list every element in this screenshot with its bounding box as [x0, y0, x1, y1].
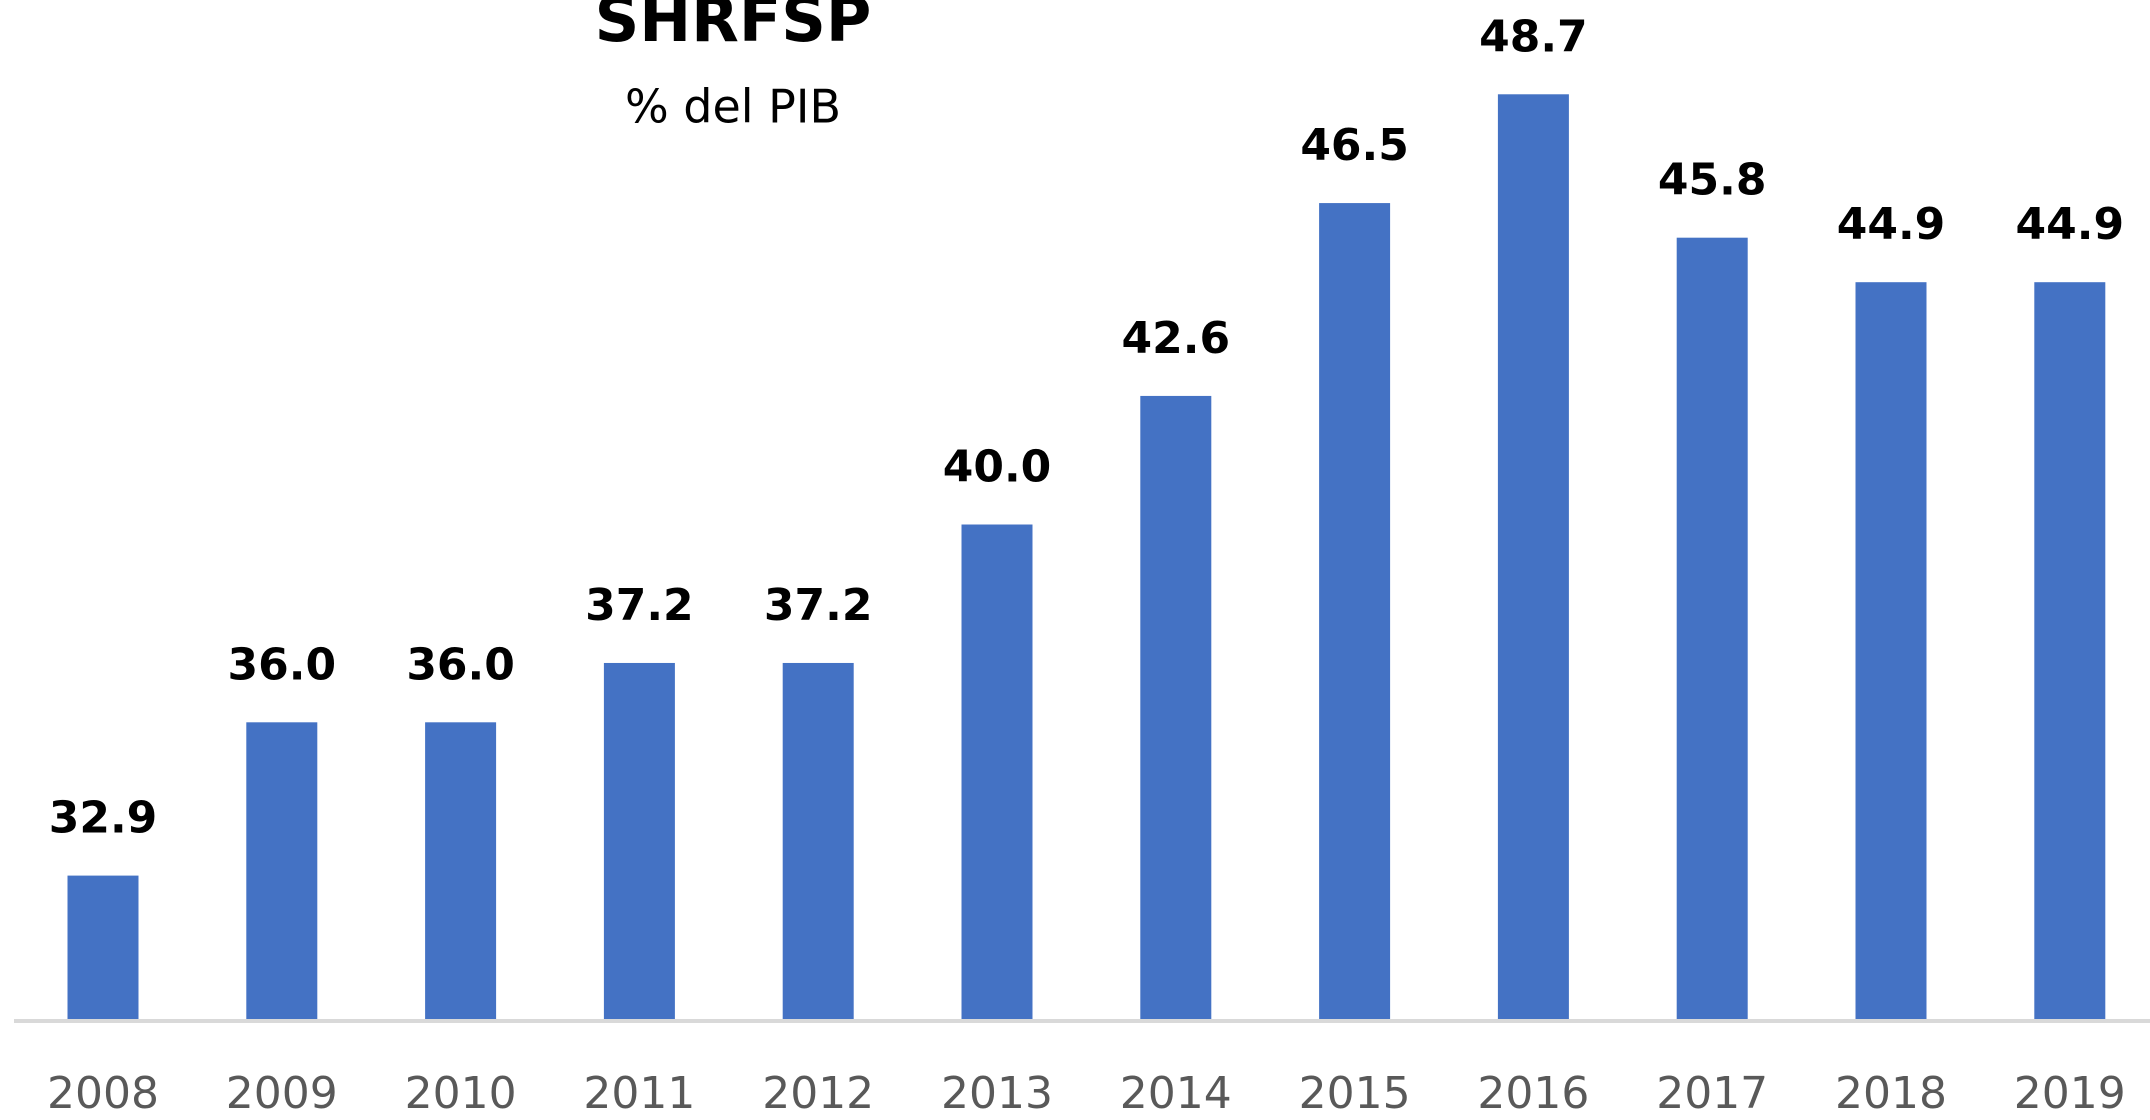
bar	[1497, 94, 1569, 1019]
x-tick-label: 2008	[47, 1068, 159, 1119]
bar	[1319, 203, 1391, 1019]
chart-subtitle: % del PIB	[625, 80, 841, 134]
bar	[2034, 282, 2106, 1019]
value-label: 44.9	[2016, 199, 2125, 250]
x-tick-label: 2010	[405, 1068, 517, 1119]
bar	[1140, 395, 1212, 1019]
bar	[603, 662, 675, 1019]
bar	[1676, 237, 1748, 1019]
bar	[961, 524, 1033, 1019]
x-tick-label: 2018	[1835, 1068, 1947, 1119]
chart-title: SHRFSP	[595, 0, 872, 56]
value-label: 44.9	[1837, 199, 1946, 250]
value-label: 36.0	[406, 639, 515, 690]
bar	[1855, 282, 1927, 1019]
value-label: 40.0	[943, 442, 1052, 493]
x-tick-label: 2012	[762, 1068, 874, 1119]
x-tick-label: 2017	[1656, 1068, 1768, 1119]
bar	[67, 875, 139, 1019]
x-tick-label: 2015	[1299, 1068, 1411, 1119]
value-label: 32.9	[49, 793, 158, 844]
x-tick-label: 2016	[1477, 1068, 1589, 1119]
x-tick-label: 2013	[941, 1068, 1053, 1119]
value-label: 46.5	[1300, 120, 1409, 171]
bar	[782, 662, 854, 1019]
x-tick-label: 2019	[2014, 1068, 2126, 1119]
x-tick-label: 2009	[226, 1068, 338, 1119]
value-label: 37.2	[764, 580, 873, 631]
value-label: 37.2	[585, 580, 694, 631]
value-label: 42.6	[1122, 313, 1231, 364]
x-tick-label: 2011	[583, 1068, 695, 1119]
value-label: 48.7	[1479, 11, 1588, 62]
value-label: 45.8	[1658, 155, 1767, 206]
bar	[425, 722, 497, 1019]
value-label: 36.0	[228, 639, 337, 690]
bar	[246, 722, 318, 1019]
x-tick-label: 2014	[1120, 1068, 1232, 1119]
